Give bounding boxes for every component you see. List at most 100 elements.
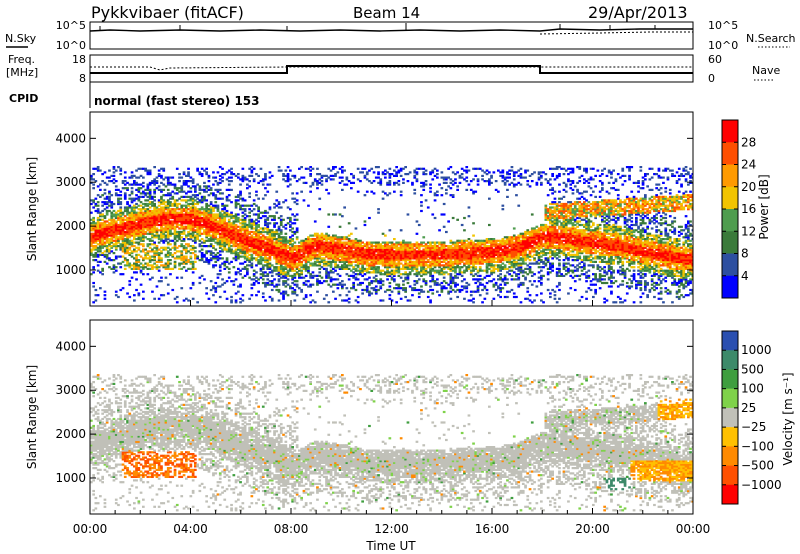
power-cell: [200, 274, 204, 277]
power-cell: [320, 232, 324, 235]
power-cell: [155, 236, 159, 239]
power-cell: [293, 215, 297, 218]
power-cell: [114, 180, 118, 183]
power-cell: [279, 239, 283, 242]
power-cell: [279, 257, 283, 260]
power-cell: [200, 173, 204, 176]
power-cell: [94, 236, 98, 239]
power-cell: [200, 253, 204, 256]
power-cell: [338, 252, 342, 255]
power-cell: [316, 187, 319, 190]
power-cell: [90, 243, 93, 246]
power-cell: [133, 181, 136, 184]
power-cell: [467, 169, 471, 172]
power-cell: [415, 243, 419, 246]
power-cell: [365, 241, 369, 244]
power-cell: [411, 260, 414, 263]
power-cell: [239, 222, 242, 225]
power-cell: [164, 230, 168, 234]
power-cell: [293, 259, 297, 262]
power-cell: [182, 181, 186, 184]
power-cell: [246, 248, 249, 251]
power-cell: [275, 204, 279, 207]
power-cell: [198, 171, 202, 174]
power-cell: [390, 245, 394, 248]
power-cell: [463, 255, 466, 258]
power-cell: [191, 245, 195, 248]
power-cell: [155, 181, 159, 184]
power-cell: [155, 253, 159, 256]
power-cell: [148, 206, 152, 209]
power-cell: [139, 266, 143, 269]
power-cell: [169, 259, 172, 262]
power-cell: [126, 216, 129, 220]
power-cell: [194, 238, 197, 241]
power-cell: [268, 283, 272, 286]
power-cell: [139, 269, 143, 272]
power-cell: [153, 180, 156, 183]
power-cell: [259, 269, 263, 272]
power-cell: [318, 281, 322, 285]
power-cell: [442, 259, 446, 262]
power-cell: [198, 211, 202, 214]
power-cell: [112, 243, 116, 246]
power-cell: [142, 236, 145, 239]
power-cell: [246, 264, 249, 267]
power-cell: [388, 192, 392, 195]
power-cell: [433, 259, 437, 262]
power-cell: [336, 255, 340, 258]
power-cell: [175, 215, 179, 218]
power-cell: [142, 266, 145, 269]
power-cell: [142, 257, 145, 260]
power-cell: [388, 273, 392, 276]
power-cell: [368, 266, 371, 269]
power-cell: [255, 204, 258, 207]
power-cell: [135, 271, 138, 274]
power-cell: [277, 252, 281, 255]
power-cell: [133, 180, 136, 183]
power-cell: [295, 266, 299, 269]
power-cell: [155, 220, 159, 223]
power-cell: [182, 255, 186, 258]
power-cell: [92, 267, 95, 270]
power-cell: [108, 180, 111, 183]
power-cell: [304, 257, 308, 260]
power-cell: [275, 245, 279, 248]
power-cell: [153, 223, 156, 227]
power-cell: [110, 204, 114, 207]
power-cell: [311, 264, 315, 267]
power-cell: [246, 252, 249, 255]
power-cell: [304, 239, 308, 242]
power-cell: [157, 260, 161, 263]
power-cell: [451, 276, 455, 279]
power-cell: [289, 285, 292, 288]
power-cell: [347, 255, 351, 258]
power-cell: [298, 167, 301, 170]
power-cell: [148, 201, 152, 204]
power-cell: [404, 259, 407, 262]
power-cell: [196, 169, 199, 172]
power-cell: [175, 232, 179, 235]
power-cell: [255, 248, 258, 251]
power-cell: [239, 241, 242, 244]
power-cell: [250, 245, 254, 248]
power-cell: [128, 234, 132, 237]
power-cell: [388, 257, 392, 260]
power-cell: [356, 243, 360, 246]
power-cell: [442, 287, 446, 290]
power-cell: [187, 195, 190, 198]
power-cell: [90, 178, 93, 181]
power-cell: [180, 227, 184, 230]
power-cell: [438, 253, 441, 256]
power-cell: [133, 209, 136, 213]
power-cell: [384, 252, 387, 255]
power-cell: [166, 232, 170, 235]
power-cell: [194, 194, 197, 197]
power-cell: [227, 218, 231, 221]
power-cell: [363, 176, 367, 179]
power-cell: [103, 241, 107, 244]
power-cell: [169, 252, 172, 255]
power-cell: [191, 232, 195, 235]
power-cell: [212, 252, 215, 255]
power-cell: [200, 199, 204, 202]
